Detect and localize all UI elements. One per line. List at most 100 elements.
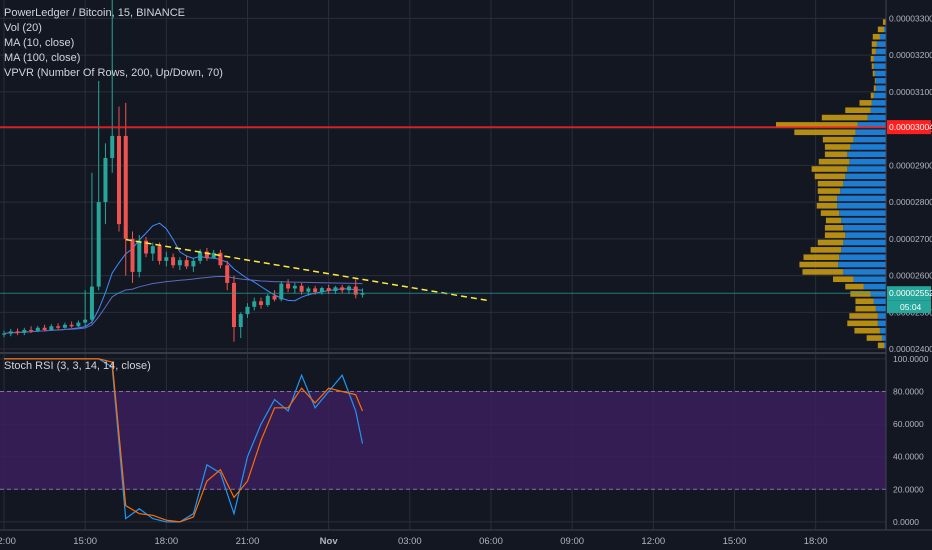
time-tick-label: 12:00: [0, 536, 16, 547]
volume-profile-down-row: [870, 92, 874, 99]
volume-profile-down-row: [877, 26, 884, 33]
candle-up: [8, 331, 13, 334]
candle-up: [62, 324, 67, 328]
volume-profile-up-row: [843, 225, 886, 231]
candle-down: [204, 251, 209, 258]
volume-profile-down-row: [873, 85, 876, 91]
candle-up: [245, 306, 250, 315]
price-lines[interactable]: [0, 126, 886, 294]
time-tick-label: 15:00: [723, 536, 747, 547]
volume-profile-down-row: [811, 166, 848, 172]
time-tick-label: Nov: [320, 536, 339, 547]
volume-profile-up-row: [877, 320, 886, 327]
volume-profile-up-row: [863, 283, 886, 290]
rsi-tick-label: 0.0000: [893, 517, 919, 527]
candle-down: [299, 285, 304, 292]
volume-profile-up-row: [838, 261, 886, 268]
candle-up: [35, 327, 40, 331]
volume-profile-up-row: [875, 78, 886, 84]
volume-profile-down-row: [820, 210, 840, 216]
candle-up: [83, 319, 88, 323]
volume-profile-up-row: [853, 276, 886, 283]
candle-up: [211, 252, 216, 258]
volume-profile-up-row: [847, 151, 886, 158]
candle-down: [286, 283, 291, 289]
time-tick-label: 03:00: [398, 536, 422, 547]
volume-profile-up-row: [867, 114, 886, 121]
indicator-ma100[interactable]: MA (100, close): [4, 52, 81, 64]
moving-averages: [3, 222, 363, 335]
indicator-vpvr[interactable]: VPVR (Number Of Rows, 200, Up/Down, 70): [4, 67, 223, 79]
candle-down: [171, 257, 176, 266]
volume-profile-up-row: [875, 85, 886, 91]
last-price-label: 0.00002552: [889, 288, 932, 298]
candle-down: [231, 282, 236, 328]
volume-profile-down-row: [845, 283, 864, 290]
candle-up: [198, 251, 203, 261]
volume-profile-down-row: [824, 151, 848, 158]
dashed-trendline[interactable]: [125, 238, 489, 302]
candle-up: [346, 286, 351, 291]
volume-profile-down-row: [877, 342, 884, 349]
trendline[interactable]: [125, 238, 489, 302]
volume-profile-down-row: [833, 276, 854, 283]
price-tick-label: 0.00003300: [889, 13, 932, 23]
candle-down: [184, 260, 189, 267]
volume-profile-down-row: [802, 269, 844, 275]
volume-profile-up-row: [873, 92, 886, 99]
candle-up: [252, 301, 257, 307]
candle-up: [2, 333, 6, 335]
volume-profile-up-row: [850, 144, 886, 150]
volume-profile-up-row: [845, 232, 886, 238]
price-tick-label: 0.00002800: [889, 197, 932, 207]
volume-profile-down-row: [818, 158, 850, 165]
candle-up: [265, 295, 270, 305]
stoch-rsi-lines: [4, 358, 364, 523]
horizontal-line-price-label: 0.00003004: [889, 122, 932, 132]
volume-profile-down-row: [825, 217, 842, 224]
stoch-rsi-label[interactable]: Stoch RSI (3, 3, 14, 14, close): [4, 360, 151, 372]
candle-up: [191, 260, 196, 267]
volume-profile-down-row: [824, 225, 844, 231]
volume-profile-up-row: [883, 26, 886, 33]
indicator-ma10[interactable]: MA (10, close): [4, 37, 75, 49]
candle-up: [292, 285, 297, 289]
candle-down: [42, 327, 47, 330]
volume-profile-down-row: [817, 180, 844, 187]
overbought-oversold-band: [0, 391, 886, 490]
volume-profile-down-row: [818, 195, 838, 202]
price-tick-label: 0.00002900: [889, 160, 932, 170]
symbol-title[interactable]: PowerLedger / Bitcoin, 15, BINANCE: [4, 7, 185, 19]
candle-down: [69, 324, 74, 327]
volume-profile-down-row: [872, 33, 880, 40]
volume-profile-up-row: [847, 166, 886, 172]
indicator-volume[interactable]: Vol (20): [4, 22, 42, 34]
price-axis-bg: [886, 0, 932, 550]
volume-profile: [776, 19, 886, 349]
candle-up: [319, 288, 324, 293]
volume-profile-down-row: [816, 202, 838, 209]
volume-profile-down-row: [794, 129, 856, 136]
volume-profile-up-row: [837, 195, 886, 202]
stoch-d-line: [4, 358, 364, 523]
rsi-tick-label: 60.0000: [893, 419, 924, 429]
volume-profile-down-row: [803, 254, 840, 261]
candle-down: [56, 326, 61, 328]
candles: [2, 0, 365, 342]
candle-up: [103, 157, 108, 203]
volume-profile-up-row: [883, 342, 886, 349]
horizontal-line-price-tag[interactable]: [887, 120, 931, 135]
volume-profile-up-row: [843, 180, 886, 187]
candle-up: [22, 329, 27, 333]
volume-profile-up-row: [879, 327, 886, 334]
volume-profile-down-row: [866, 335, 882, 341]
time-tick-label: 06:00: [479, 536, 503, 547]
candle-down: [130, 238, 135, 272]
volume-profile-down-row: [776, 122, 858, 128]
candle-down: [157, 246, 162, 261]
volume-profile-up-row: [841, 247, 886, 253]
time-tick-label: 18:00: [154, 536, 178, 547]
volume-profile-up-row: [841, 217, 886, 224]
